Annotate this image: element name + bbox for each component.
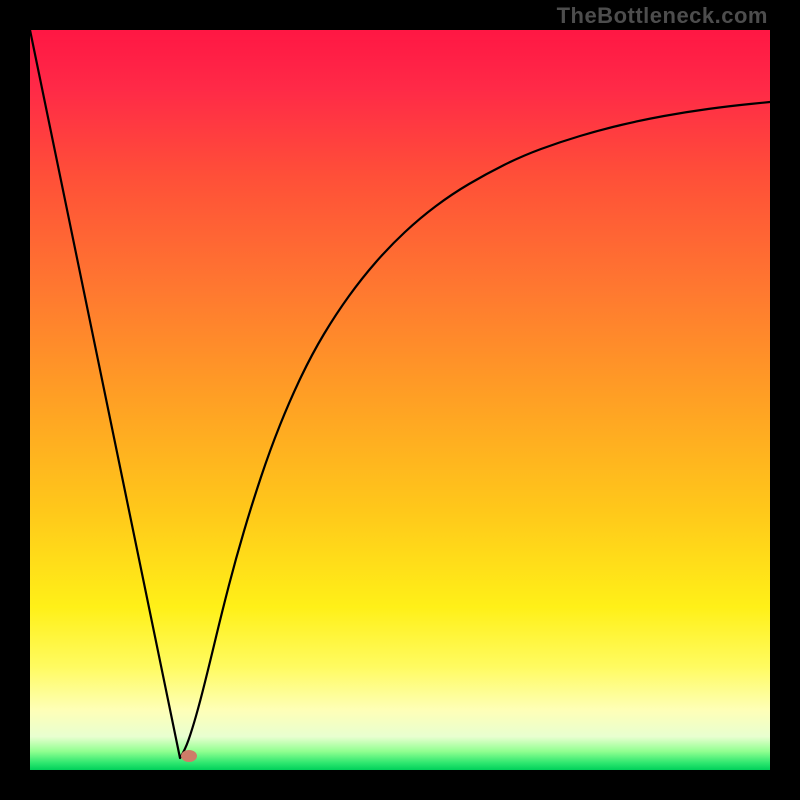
plot-area (30, 30, 770, 770)
watermark-text: TheBottleneck.com (557, 3, 768, 29)
bottleneck-curve (30, 30, 770, 770)
minimum-marker (181, 750, 197, 762)
